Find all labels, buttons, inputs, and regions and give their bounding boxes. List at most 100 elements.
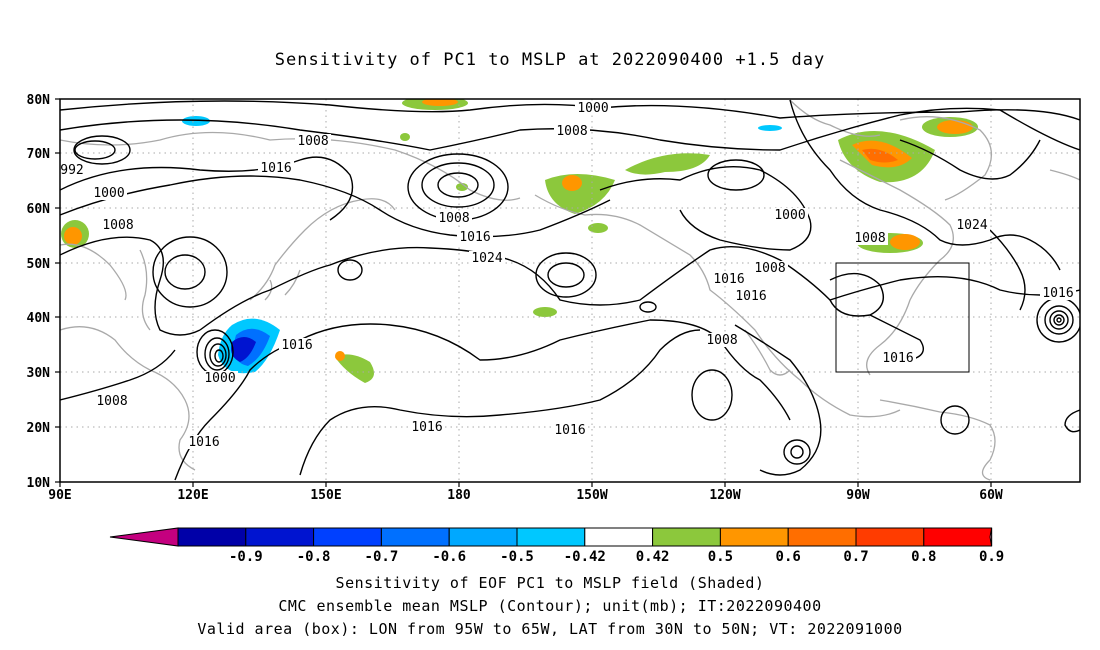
colorbar-label: -0.5 <box>500 549 534 565</box>
lon-label: 150E <box>310 488 341 503</box>
colorbar-swatch <box>448 527 518 547</box>
contour-label: 1008 <box>854 231 885 246</box>
colorbar-arrow-left <box>109 527 179 547</box>
colorbar-swatch <box>787 527 857 547</box>
contour-label: 1016 <box>459 230 490 245</box>
contour-label: 1016 <box>882 351 913 366</box>
contour-label: 1016 <box>1042 286 1073 301</box>
colorbar-label: 0.9 <box>979 549 1004 565</box>
contour-label-halo <box>772 208 808 222</box>
lat-label: 80N <box>27 93 51 108</box>
contour-label: 1008 <box>96 394 127 409</box>
contour-label: 1016 <box>188 435 219 450</box>
lat-label: 40N <box>27 311 51 326</box>
colorbar-swatch <box>245 527 315 547</box>
colorbar-label: 0.6 <box>776 549 801 565</box>
shade-positive <box>625 153 710 175</box>
contour-label: 1024 <box>471 251 502 266</box>
colorbar-label: 0.42 <box>636 549 670 565</box>
colorbar-label: -0.6 <box>432 549 466 565</box>
shade-positive <box>64 227 82 245</box>
contour-label-halo <box>733 289 769 303</box>
contour-label: 992 <box>60 163 83 178</box>
lon-label: 90W <box>846 488 870 503</box>
colorbar-label: 0.8 <box>911 549 936 565</box>
contour-label: 1008 <box>438 211 469 226</box>
shade-positive <box>533 307 557 317</box>
lon-label: 120W <box>709 488 740 503</box>
contour-label-halo <box>436 211 472 225</box>
colorbar-arrow-right <box>989 527 993 547</box>
contour-label-halo <box>552 423 588 437</box>
colorbar-label: 0.5 <box>708 549 733 565</box>
contour-label: 1016 <box>713 272 744 287</box>
contour-label: 1000 <box>93 186 124 201</box>
contour-label: 1016 <box>735 289 766 304</box>
contour-label-halo <box>1040 286 1076 300</box>
colorbar-swatch <box>177 527 247 547</box>
sensitivity-shading <box>61 99 978 383</box>
lat-label: 20N <box>27 421 51 436</box>
caption-line-1: Sensitivity of EOF PC1 to MSLP field (Sh… <box>335 574 765 592</box>
contour-label-halo <box>852 231 888 245</box>
shade-positive <box>422 99 458 106</box>
contour-label: 1008 <box>297 134 328 149</box>
contour-label: 1008 <box>706 333 737 348</box>
contour-label-halo <box>469 251 505 265</box>
shade-negative <box>231 337 256 362</box>
valid-area-box <box>835 262 970 373</box>
colorbar-swatch <box>516 527 586 547</box>
contour-label-halo <box>94 394 130 408</box>
lon-label: 150W <box>576 488 607 503</box>
shade-positive <box>937 120 973 134</box>
map-frame <box>59 98 1081 483</box>
lat-label: 70N <box>27 147 51 162</box>
map-title: Sensitivity of PC1 to MSLP at 2022090400… <box>274 50 826 70</box>
contour-label-halo <box>954 218 990 232</box>
shade-negative <box>182 116 210 126</box>
colorbar-swatch <box>584 527 654 547</box>
lat-label: 50N <box>27 257 51 272</box>
colorbar-swatch <box>923 527 993 547</box>
contour-label: 1016 <box>554 423 585 438</box>
colorbar-swatch <box>380 527 450 547</box>
contour-label-halo <box>409 420 445 434</box>
contour-label: 1008 <box>102 218 133 233</box>
shade-positive <box>890 234 920 250</box>
contour-label-halo <box>258 161 294 175</box>
shade-positive <box>456 183 468 191</box>
colorbar-swatch <box>652 527 721 547</box>
latitude-labels: 80N 70N 60N 50N 40N 30N 20N 10N <box>27 93 51 491</box>
shade-positive <box>588 223 608 233</box>
shade-positive <box>400 133 410 141</box>
contour-label-halo <box>186 435 222 449</box>
colorbar: -0.9 -0.8 -0.7 -0.6 -0.5 -0.42 0.42 0.5 0.6 0.7 0.… <box>109 527 1004 565</box>
contour-label: 1008 <box>754 261 785 276</box>
contour-label-halo <box>58 163 86 177</box>
contour-label-halo <box>711 272 747 286</box>
lon-label: 180 <box>447 488 471 503</box>
contour-label-halo <box>704 333 740 347</box>
shade-positive <box>335 354 374 383</box>
caption-line-3: Valid area (box): LON from 95W to 65W, L… <box>197 620 903 638</box>
colorbar-label: -0.9 <box>229 549 263 565</box>
shade-negative <box>758 125 782 131</box>
contour-label-halo <box>554 124 590 138</box>
graticule <box>60 99 1080 482</box>
shade-positive <box>562 175 582 191</box>
colorbar-swatch <box>855 527 925 547</box>
colorbar-swatch <box>313 527 382 547</box>
contour-label-halo <box>91 186 127 200</box>
colorbar-swatch <box>719 527 789 547</box>
contour-labels: 1000 1008 1008 992 1000 1008 1016 1008 1016 1024 1… <box>58 101 1076 450</box>
lat-label: 30N <box>27 366 51 381</box>
contour-label-halo <box>100 218 136 232</box>
contour-label-halo <box>752 261 788 275</box>
contour-label: 1024 <box>956 218 987 233</box>
lat-label: 60N <box>27 202 51 217</box>
lat-label: 10N <box>27 476 51 491</box>
caption-line-2: CMC ensemble mean MSLP (Contour); unit(m… <box>278 597 822 615</box>
contour-label: 1016 <box>260 161 291 176</box>
colorbar-label: 0.7 <box>843 549 868 565</box>
